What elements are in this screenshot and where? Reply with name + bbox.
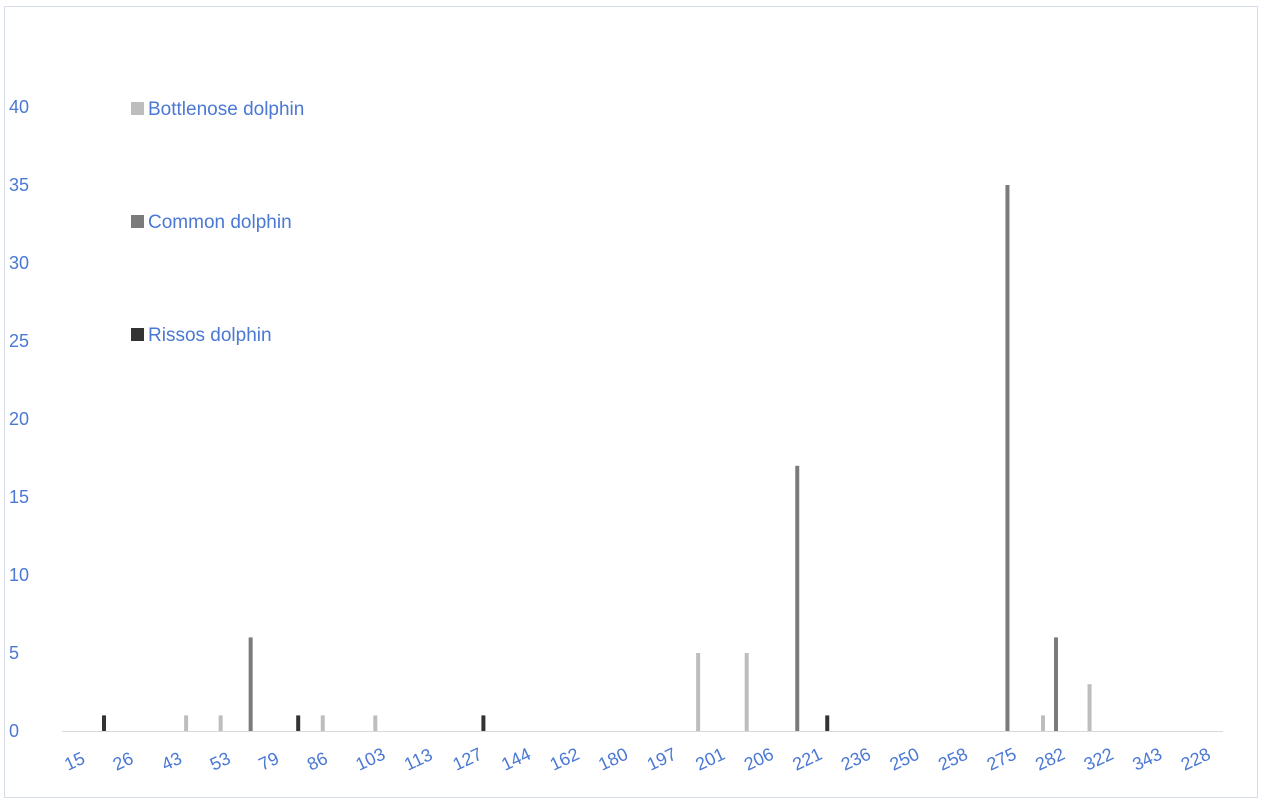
y-tick-label: 10 [9, 565, 29, 585]
bar-common-dolphin [248, 637, 253, 731]
bar-bottlenose-dolphin [696, 653, 701, 731]
x-tick-label: 258 [935, 744, 971, 775]
x-tick-label: 79 [255, 748, 282, 775]
bar-rissos-dolphin [296, 715, 301, 731]
legend-label: Common dolphin [148, 212, 292, 233]
x-tick-label: 221 [789, 744, 825, 775]
x-tick-label: 127 [450, 744, 486, 775]
bar-bottlenose-dolphin [218, 715, 223, 731]
x-tick-label: 86 [304, 748, 331, 775]
y-tick-label: 20 [9, 409, 29, 429]
x-axis: 15 26 43 53 79 86 103 113 127 144 162 180 197 201 206 2… [61, 744, 1213, 775]
x-tick-label: 162 [547, 744, 583, 775]
x-tick-label: 282 [1032, 744, 1068, 775]
y-tick-label: 35 [9, 175, 29, 195]
bar-chart: 0 5 10 15 20 25 30 35 40 15 26 43 53 79 86 103 113 127 14… [9, 97, 1223, 775]
y-tick-label: 0 [9, 721, 19, 741]
x-tick-label: 322 [1081, 744, 1117, 775]
chart-frame: 0 5 10 15 20 25 30 35 40 15 26 43 53 79 86 103 113 127 14… [4, 6, 1258, 798]
y-tick-label: 30 [9, 253, 29, 273]
bar-common-dolphin [1005, 185, 1010, 731]
y-tick-label: 5 [9, 643, 19, 663]
x-tick-label: 250 [887, 744, 923, 775]
x-tick-label: 236 [838, 744, 874, 775]
x-tick-label: 43 [158, 748, 185, 775]
x-tick-label: 343 [1129, 744, 1165, 775]
bar-common-dolphin [795, 465, 800, 731]
x-tick-label: 206 [741, 744, 777, 775]
x-tick-label: 53 [207, 748, 234, 775]
legend-swatch [131, 215, 144, 228]
x-tick-label: 113 [401, 744, 435, 774]
bar-rissos-dolphin [481, 715, 486, 731]
x-tick-label: 15 [61, 748, 88, 775]
bars [102, 185, 1092, 731]
bar-bottlenose-dolphin [1041, 715, 1045, 731]
bar-bottlenose-dolphin [184, 715, 189, 731]
y-tick-label: 40 [9, 97, 29, 117]
bar-rissos-dolphin [102, 715, 106, 731]
y-tick-label: 25 [9, 331, 29, 351]
x-tick-label: 275 [984, 744, 1020, 775]
bar-common-dolphin [1054, 637, 1058, 731]
y-axis: 0 5 10 15 20 25 30 35 40 [9, 97, 29, 741]
bar-bottlenose-dolphin [1087, 684, 1092, 731]
bar-bottlenose-dolphin [320, 715, 325, 731]
bar-rissos-dolphin [825, 715, 830, 731]
x-tick-label: 201 [692, 744, 728, 775]
bar-bottlenose-dolphin [373, 715, 378, 731]
x-tick-label: 197 [644, 744, 680, 775]
y-tick-label: 15 [9, 487, 29, 507]
legend-swatch [131, 102, 144, 115]
x-tick-label: 26 [110, 748, 137, 775]
legend-label: Rissos dolphin [148, 325, 272, 346]
x-tick-label: 228 [1178, 744, 1214, 775]
bar-bottlenose-dolphin [744, 653, 749, 731]
x-tick-label: 103 [353, 744, 389, 775]
x-tick-label: 144 [498, 744, 534, 775]
legend-label: Bottlenose dolphin [148, 99, 304, 120]
legend: Bottlenose dolphin Common dolphin Rissos d… [131, 99, 304, 346]
legend-swatch [131, 328, 144, 341]
x-tick-label: 180 [595, 744, 631, 775]
